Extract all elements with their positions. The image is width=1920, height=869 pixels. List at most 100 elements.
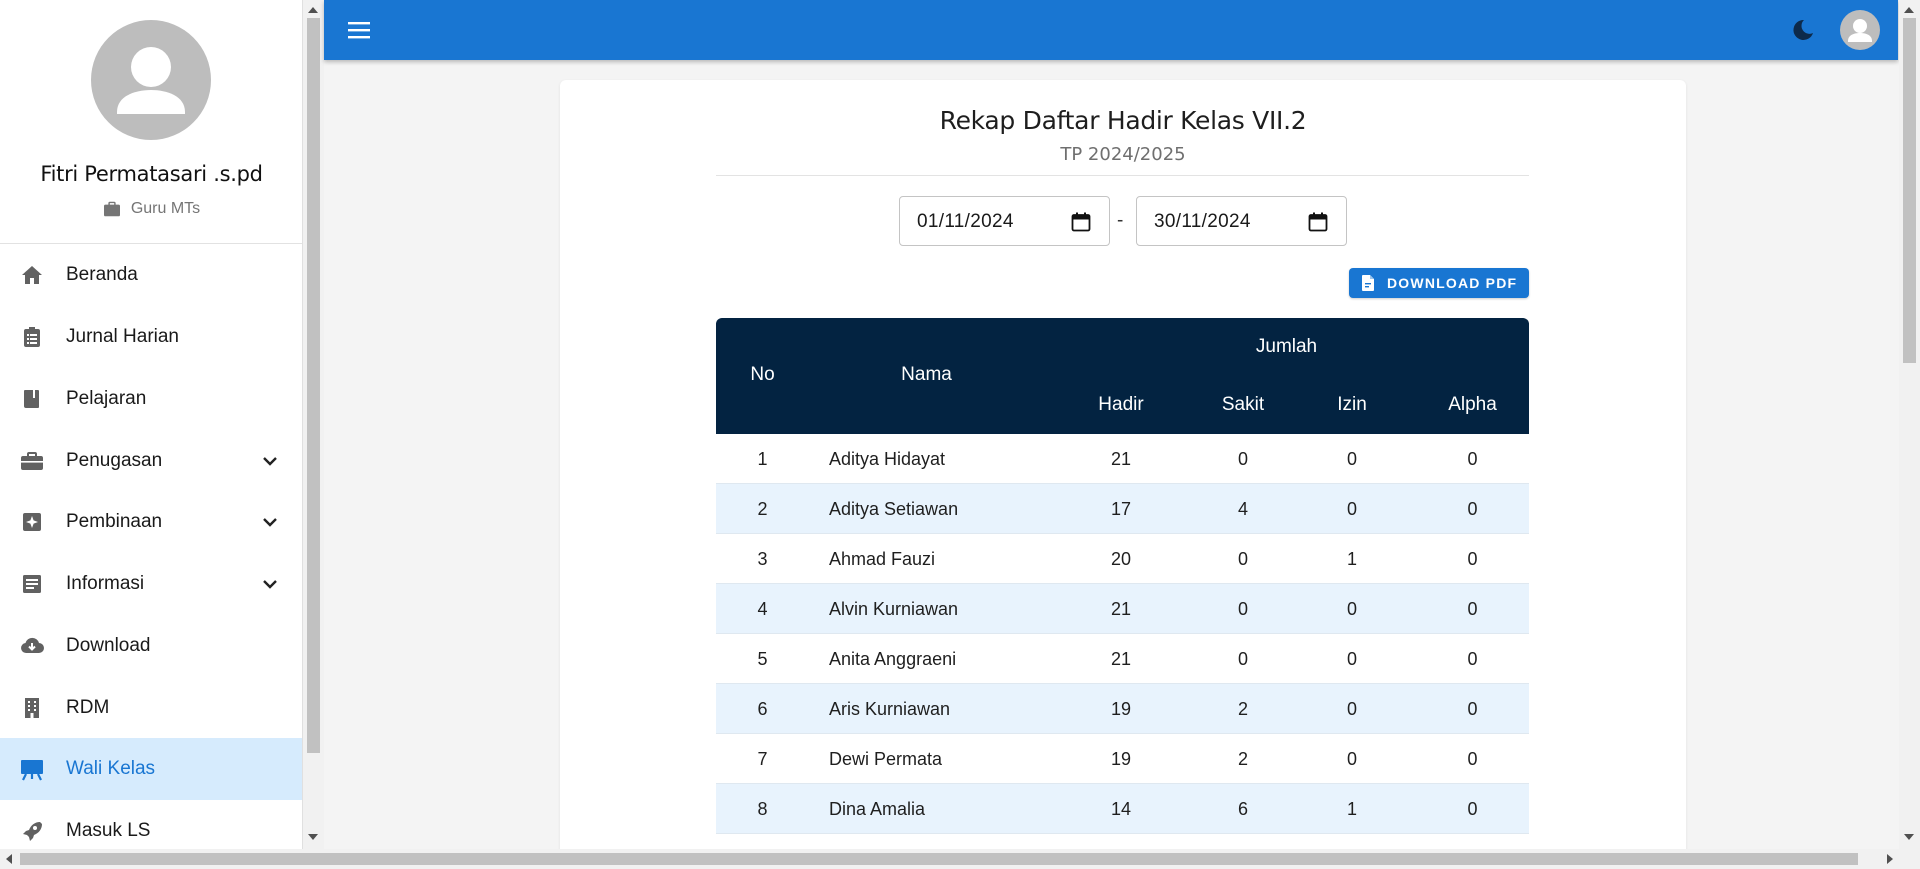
profile-name: Fitri Permatasari .s.pd — [40, 162, 263, 186]
page-subtitle: TP 2024/2025 — [1060, 144, 1186, 165]
cell-no: 6 — [757, 699, 768, 719]
cell-sakit: 2 — [1237, 699, 1248, 719]
cell-no: 1 — [757, 449, 768, 469]
table-row: 4 Alvin Kurniawan 21 0 0 0 — [716, 584, 1529, 634]
app-bar — [324, 0, 1898, 60]
sidebar-item-informasi[interactable]: Informasi — [0, 553, 302, 615]
easel-icon — [21, 760, 43, 781]
scroll-down-icon[interactable] — [308, 834, 318, 840]
cell-hadir: 19 — [1110, 749, 1132, 769]
cell-no: 7 — [757, 749, 768, 769]
sparkle-box-icon — [23, 513, 41, 531]
profile-role: Guru MTs — [0, 200, 302, 218]
cell-nama: Aris Kurniawan — [829, 699, 951, 719]
header-nama: Nama — [901, 364, 952, 385]
building-icon — [25, 698, 39, 718]
sidebar-item-label: Download — [66, 635, 151, 656]
sidebar-item-label: Wali Kelas — [66, 758, 156, 779]
scroll-up-icon[interactable] — [1904, 7, 1914, 13]
cell-nama: Dewi Permata — [829, 749, 943, 769]
cell-alpha: 0 — [1467, 449, 1478, 469]
chevron-down-icon[interactable] — [258, 449, 282, 473]
scroll-up-icon[interactable] — [308, 7, 318, 13]
scroll-right-icon[interactable] — [1887, 854, 1893, 864]
table-row: 2 Aditya Setiawan 17 4 0 0 — [716, 484, 1529, 534]
horizontal-scrollbar[interactable] — [0, 849, 1920, 869]
sidebar-item-label: Beranda — [66, 264, 138, 285]
cell-no: 4 — [757, 599, 768, 619]
horizontal-scroll-thumb[interactable] — [20, 853, 1858, 865]
cell-hadir: 19 — [1110, 699, 1132, 719]
moon-icon[interactable] — [1790, 17, 1816, 43]
cell-alpha: 0 — [1467, 499, 1478, 519]
sidebar-item-jurnal-harian[interactable]: Jurnal Harian — [0, 306, 302, 368]
table-row: 7 Dewi Permata 19 2 0 0 — [716, 734, 1529, 784]
menu-icon[interactable] — [346, 18, 372, 42]
account-icon[interactable] — [1840, 10, 1880, 50]
divider — [716, 175, 1529, 176]
start-date-input[interactable]: 01/11/2024 — [899, 196, 1110, 246]
main-scroll-thumb[interactable] — [1903, 18, 1916, 363]
sidebar-item-rdm[interactable]: RDM — [0, 677, 302, 739]
cell-hadir: 17 — [1110, 499, 1132, 519]
cell-izin: 0 — [1346, 499, 1357, 519]
sidebar-item-masuk-ls[interactable]: Masuk LS — [0, 800, 302, 849]
cell-izin: 1 — [1346, 799, 1357, 819]
sidebar-item-label: Pembinaan — [66, 511, 163, 532]
scroll-left-icon[interactable] — [6, 854, 12, 864]
sidebar-item-label: Pelajaran — [66, 388, 147, 409]
cell-hadir: 14 — [1110, 799, 1132, 819]
end-date-value: 30/11/2024 — [1154, 211, 1251, 232]
cell-hadir: 20 — [1110, 549, 1132, 569]
sidebar-item-label: Informasi — [66, 573, 145, 594]
download-pdf-button[interactable]: DOWNLOAD PDF — [1349, 268, 1529, 298]
calendar-icon[interactable] — [1307, 211, 1329, 233]
rocket-icon — [23, 822, 42, 841]
calendar-icon[interactable] — [1070, 211, 1092, 233]
cell-no: 3 — [757, 549, 768, 569]
sidebar-item-label: Masuk LS — [66, 820, 151, 841]
chevron-down-icon[interactable] — [258, 572, 282, 596]
date-separator: - — [1117, 210, 1124, 231]
sidebar-scrollbar[interactable] — [303, 0, 324, 849]
header-alpha: Alpha — [1448, 394, 1497, 415]
sidebar-item-label: Jurnal Harian — [66, 326, 179, 347]
sidebar-item-penugasan[interactable]: Penugasan — [0, 430, 302, 492]
sidebar-scroll-thumb[interactable] — [307, 18, 320, 753]
cell-sakit: 0 — [1237, 549, 1248, 569]
attendance-table: No Nama Jumlah Hadir Sakit Izin Alpha 1 A… — [716, 318, 1529, 834]
sidebar-item-wali-kelas[interactable]: Wali Kelas — [0, 738, 302, 800]
cell-izin: 0 — [1346, 749, 1357, 769]
cell-alpha: 0 — [1467, 699, 1478, 719]
header-no: No — [750, 364, 775, 385]
chevron-down-icon[interactable] — [258, 510, 282, 534]
scroll-down-icon[interactable] — [1904, 834, 1914, 840]
table-body: 1 Aditya Hidayat 21 0 0 0 2 Aditya Setiawan 17 4 0… — [716, 434, 1529, 834]
cell-nama: Alvin Kurniawan — [829, 599, 959, 619]
cell-nama: Aditya Hidayat — [829, 449, 946, 469]
cloud-download-icon — [21, 637, 44, 653]
cell-nama: Aditya Setiawan — [829, 499, 959, 519]
sidebar-item-label: Penugasan — [66, 450, 163, 471]
sidebar-item-pelajaran[interactable]: Pelajaran — [0, 368, 302, 430]
sidebar: Fitri Permatasari .s.pd Guru MTs Beranda… — [0, 0, 303, 849]
cell-nama: Ahmad Fauzi — [829, 549, 936, 569]
book-icon — [24, 390, 39, 408]
profile-section: Fitri Permatasari .s.pd Guru MTs — [0, 0, 302, 244]
sidebar-item-pembinaan[interactable]: Pembinaan — [0, 491, 302, 553]
pdf-file-icon — [1362, 275, 1374, 291]
cell-izin: 0 — [1346, 599, 1357, 619]
cell-sakit: 0 — [1237, 449, 1248, 469]
news-icon — [23, 575, 41, 593]
end-date-input[interactable]: 30/11/2024 — [1136, 196, 1347, 246]
sidebar-item-download[interactable]: Download — [0, 615, 302, 677]
profile-avatar-icon — [91, 20, 211, 140]
cell-izin: 1 — [1346, 549, 1357, 569]
cell-nama: Dina Amalia — [829, 799, 926, 819]
sidebar-item-label: RDM — [66, 697, 110, 718]
main-scrollbar[interactable] — [1899, 0, 1920, 849]
table-row: 6 Aris Kurniawan 19 2 0 0 — [716, 684, 1529, 734]
sidebar-item-beranda[interactable]: Beranda — [0, 244, 302, 306]
cell-no: 2 — [757, 499, 768, 519]
cell-sakit: 2 — [1237, 749, 1248, 769]
